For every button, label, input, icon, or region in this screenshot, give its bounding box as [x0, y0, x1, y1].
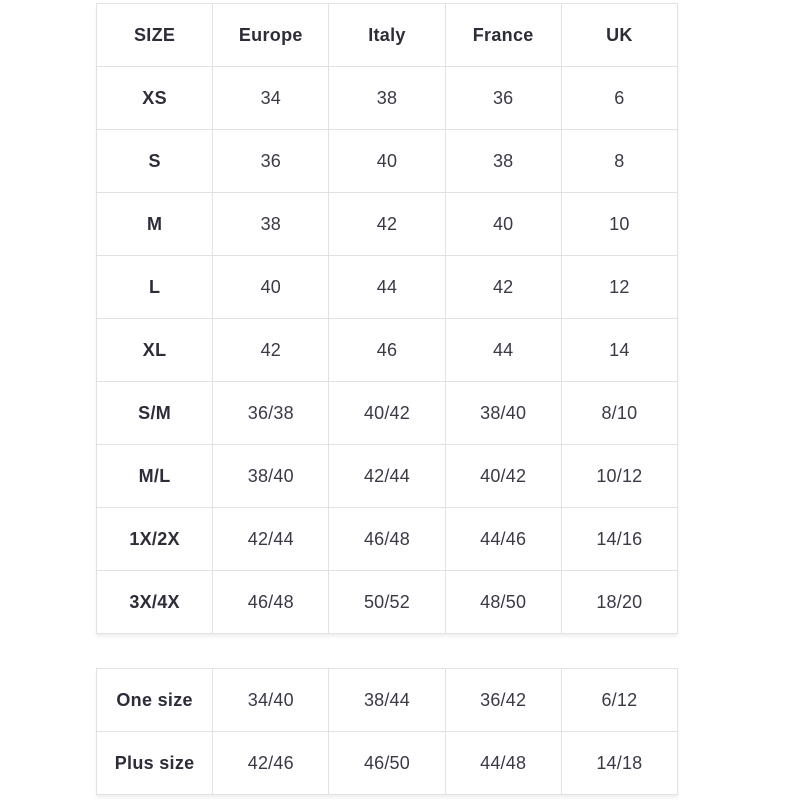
conversion-cell: 14 — [560, 318, 679, 382]
size-label-cell: M — [95, 192, 214, 256]
table-row: M/L 38/40 42/44 40/42 10/12 — [95, 444, 679, 508]
conversion-cell: 50/52 — [328, 570, 446, 634]
table-row: XL 42 46 44 14 — [95, 318, 679, 382]
conversion-cell: 44 — [444, 318, 562, 382]
conversion-cell: 42/46 — [212, 731, 330, 795]
conversion-cell: 6/12 — [560, 668, 679, 732]
conversion-cell: 36 — [444, 66, 562, 130]
size-label-cell: 1X/2X — [95, 507, 214, 571]
conversion-cell: 38 — [212, 192, 330, 256]
conversion-cell: 8/10 — [560, 381, 679, 445]
column-header-uk: UK — [560, 3, 679, 67]
column-header-france: France — [444, 3, 562, 67]
conversion-cell: 38/40 — [444, 381, 562, 445]
conversion-cell: 38 — [328, 66, 446, 130]
conversion-cell: 42 — [328, 192, 446, 256]
table-row: M 38 42 40 10 — [95, 192, 679, 256]
size-label-cell: 3X/4X — [95, 570, 214, 634]
size-label-cell: M/L — [95, 444, 214, 508]
conversion-cell: 10 — [560, 192, 679, 256]
conversion-cell: 40/42 — [328, 381, 446, 445]
conversion-cell: 18/20 — [560, 570, 679, 634]
conversion-cell: 36 — [212, 129, 330, 193]
conversion-cell: 6 — [560, 66, 679, 130]
conversion-cell: 42/44 — [212, 507, 330, 571]
column-header-italy: Italy — [328, 3, 446, 67]
conversion-cell: 40/42 — [444, 444, 562, 508]
conversion-cell: 46/48 — [212, 570, 330, 634]
table-row: XS 34 38 36 6 — [95, 66, 679, 130]
conversion-cell: 38/44 — [328, 668, 446, 732]
size-chart-page: SIZE Europe Italy France UK XS 34 38 36 … — [95, 3, 679, 795]
conversion-cell: 42/44 — [328, 444, 446, 508]
conversion-cell: 40 — [444, 192, 562, 256]
conversion-cell: 8 — [560, 129, 679, 193]
conversion-cell: 44/46 — [444, 507, 562, 571]
conversion-cell: 46/50 — [328, 731, 446, 795]
size-label-cell: S — [95, 129, 214, 193]
size-label-cell: L — [95, 255, 214, 319]
size-conversion-table: SIZE Europe Italy France UK XS 34 38 36 … — [95, 3, 679, 634]
header-row: SIZE Europe Italy France UK — [95, 3, 679, 67]
special-sizes-table: One size 34/40 38/44 36/42 6/12 Plus siz… — [95, 668, 679, 795]
conversion-cell: 46 — [328, 318, 446, 382]
conversion-cell: 42 — [212, 318, 330, 382]
table-row: S/M 36/38 40/42 38/40 8/10 — [95, 381, 679, 445]
size-label-cell: One size — [95, 668, 214, 732]
conversion-cell: 34 — [212, 66, 330, 130]
conversion-cell: 44 — [328, 255, 446, 319]
conversion-cell: 42 — [444, 255, 562, 319]
size-label-cell: S/M — [95, 381, 214, 445]
conversion-cell: 48/50 — [444, 570, 562, 634]
conversion-cell: 14/18 — [560, 731, 679, 795]
conversion-cell: 38/40 — [212, 444, 330, 508]
size-label-cell: XS — [95, 66, 214, 130]
column-header-size: SIZE — [95, 3, 214, 67]
table-row: One size 34/40 38/44 36/42 6/12 — [95, 668, 679, 732]
conversion-cell: 46/48 — [328, 507, 446, 571]
table-row: Plus size 42/46 46/50 44/48 14/18 — [95, 731, 679, 795]
conversion-cell: 14/16 — [560, 507, 679, 571]
conversion-cell: 10/12 — [560, 444, 679, 508]
table-row: S 36 40 38 8 — [95, 129, 679, 193]
size-label-cell: Plus size — [95, 731, 214, 795]
conversion-cell: 40 — [212, 255, 330, 319]
conversion-cell: 44/48 — [444, 731, 562, 795]
conversion-cell: 36/42 — [444, 668, 562, 732]
column-header-europe: Europe — [212, 3, 330, 67]
table-row: 1X/2X 42/44 46/48 44/46 14/16 — [95, 507, 679, 571]
conversion-cell: 12 — [560, 255, 679, 319]
conversion-cell: 34/40 — [212, 668, 330, 732]
table-row: 3X/4X 46/48 50/52 48/50 18/20 — [95, 570, 679, 634]
table-row: L 40 44 42 12 — [95, 255, 679, 319]
conversion-cell: 40 — [328, 129, 446, 193]
conversion-cell: 36/38 — [212, 381, 330, 445]
size-label-cell: XL — [95, 318, 214, 382]
conversion-cell: 38 — [444, 129, 562, 193]
